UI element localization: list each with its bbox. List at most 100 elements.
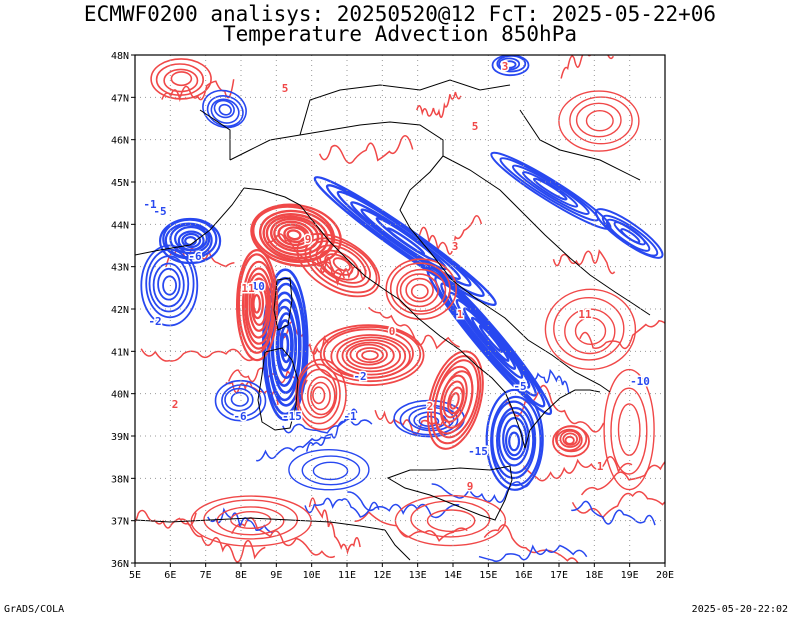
contour-label: 9 — [467, 480, 474, 493]
coastline-segment — [299, 79, 511, 136]
contour-label: -2 — [353, 370, 366, 383]
cold-contour — [431, 478, 533, 503]
advection-contours — [135, 55, 665, 563]
warm-advection-center — [558, 90, 640, 152]
render-timestamp: 2025-05-20-22:02 — [691, 604, 788, 615]
warm-advection-center — [236, 249, 279, 362]
coastline-segment — [442, 155, 651, 316]
coastline-segment — [134, 517, 386, 531]
warm-advection-center — [296, 233, 381, 298]
warm-advection-center — [309, 240, 371, 288]
cold-advection-center — [181, 232, 202, 249]
warm-advection-center — [251, 288, 265, 320]
contour-label: -1 — [343, 410, 357, 423]
warm-advection-center — [385, 258, 458, 321]
warm-advection-center — [603, 368, 655, 491]
cold-contour — [478, 544, 588, 563]
cold-advection-center — [210, 98, 240, 124]
contour-label: -6 — [233, 410, 247, 423]
contour-label: -2 — [148, 315, 161, 328]
lon-tick-label: 18E — [585, 570, 603, 581]
cold-advection-center — [177, 230, 205, 251]
warm-advection-center — [449, 392, 460, 410]
cold-advection-band — [601, 214, 659, 257]
warm-advection-center — [426, 509, 476, 533]
lat-tick-label: 42N — [111, 305, 129, 316]
warm-contour — [318, 135, 414, 164]
cold-advection-band — [499, 157, 600, 222]
warm-advection-center — [203, 499, 299, 540]
lat-tick-label: 36N — [111, 559, 129, 570]
contour-label: 2 — [427, 400, 434, 413]
warm-advection-center — [389, 262, 451, 315]
warm-advection-center — [341, 339, 401, 373]
cold-advection-band — [522, 171, 579, 208]
warm-advection-center — [355, 347, 384, 364]
contour-label: -10 — [630, 375, 650, 388]
cold-advection-band — [386, 227, 426, 256]
lat-tick-label: 41N — [111, 347, 129, 358]
contour-labels: -1 -2 -5 -6 -10 -15 1 2 3 5 9 11 0 -1 -2 -5 -6 -10 -15 1 2 3 5… — [142, 59, 652, 495]
cold-advection-band — [261, 268, 309, 422]
contour-label: 9 — [305, 233, 312, 246]
cold-advection-center — [508, 431, 521, 452]
coastline-segment — [243, 187, 526, 449]
cold-advection-band — [426, 266, 553, 416]
warm-advection-center — [617, 403, 641, 456]
warm-contour — [308, 497, 361, 555]
cold-advection-band — [280, 332, 290, 357]
cold-advection-center — [162, 275, 178, 296]
contour-label: 3 — [502, 60, 509, 73]
coastlines — [134, 79, 651, 561]
lat-tick-label: 48N — [111, 51, 129, 62]
warm-advection-center — [361, 350, 379, 361]
cold-advection-center — [485, 388, 544, 491]
warm-contour — [367, 306, 460, 350]
warm-advection-center — [555, 428, 583, 452]
cold-advection-center — [490, 395, 542, 487]
software-credit: GrADS/COLA — [4, 604, 65, 615]
graticule — [135, 55, 665, 563]
cold-contour — [304, 497, 380, 518]
map-subtitle: Temperature Advection 850hPa — [222, 22, 577, 46]
warm-advection-center — [336, 336, 407, 376]
warm-advection-center — [562, 432, 578, 446]
cold-advection-center — [224, 387, 254, 412]
warm-advection-center — [304, 237, 378, 294]
contour-label: 5 — [472, 120, 479, 133]
lon-tick-label: 12E — [373, 570, 391, 581]
cold-contour — [347, 491, 460, 519]
coastline-segment — [384, 529, 411, 561]
lon-tick-label: 10E — [303, 570, 321, 581]
warm-advection-center — [295, 358, 347, 431]
lon-tick-label: 20E — [656, 570, 674, 581]
coastline-segment — [199, 109, 231, 160]
warm-advection-center — [410, 283, 429, 300]
lat-tick-label: 44N — [111, 220, 129, 231]
lon-tick-label: 13E — [409, 570, 427, 581]
cold-advection-center — [496, 406, 535, 474]
warm-advection-center — [229, 511, 272, 530]
warm-advection-center — [439, 374, 468, 423]
contour-label: 11 — [578, 308, 592, 321]
warm-advection-center — [252, 293, 262, 314]
warm-advection-center — [564, 308, 616, 355]
warm-advection-center — [554, 425, 588, 453]
warm-advection-center — [312, 324, 425, 387]
cold-advection-center — [218, 103, 232, 116]
warm-advection-center — [319, 249, 360, 281]
cold-advection-center — [184, 236, 197, 247]
warm-advection-center — [585, 109, 614, 132]
warm-contour — [140, 348, 255, 362]
warm-advection-center — [277, 223, 310, 247]
warm-advection-center — [245, 272, 272, 339]
warm-contour — [416, 91, 462, 119]
contour-label: 0 — [389, 325, 396, 338]
warm-advection-center — [244, 267, 274, 345]
lon-tick-label: 15E — [479, 570, 497, 581]
contour-label: -6 — [188, 250, 202, 263]
lon-tick-label: 7E — [200, 570, 212, 581]
coastline-segment — [399, 155, 611, 393]
warm-contour — [498, 384, 605, 433]
